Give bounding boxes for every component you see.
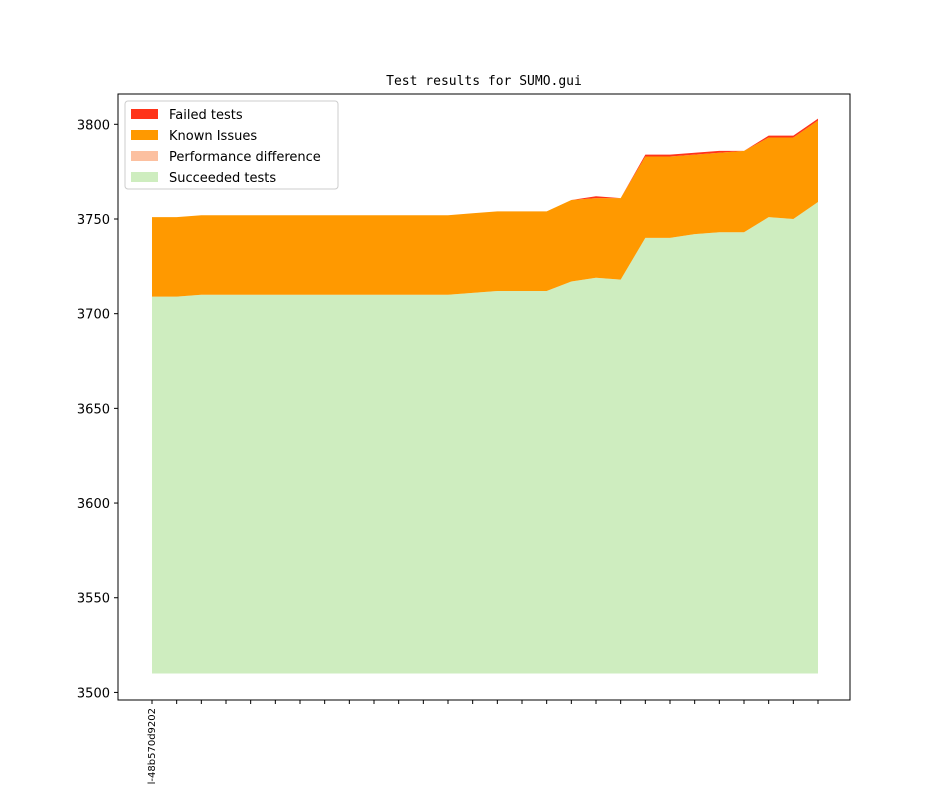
axes-frame	[117, 93, 851, 701]
y-tick-label: 3500	[77, 686, 110, 701]
y-tick-label: 3700	[77, 308, 110, 323]
area	[152, 201, 818, 674]
legend-swatch	[131, 109, 158, 119]
legend-label: Known Issues	[169, 129, 257, 144]
y-tick-label: 3650	[77, 402, 110, 417]
legend-swatch	[131, 172, 158, 182]
legend-label: Performance difference	[169, 150, 321, 165]
legend: Failed tests Known Issues Performance diff…	[124, 100, 339, 190]
y-tick-label: 3800	[77, 118, 110, 133]
legend-swatch	[131, 151, 158, 161]
legend-label: Failed tests	[169, 108, 243, 123]
legend-box	[124, 100, 339, 190]
legend-swatch	[131, 130, 158, 140]
y-tick-label: 3750	[77, 213, 110, 228]
y-tick-label: 3550	[77, 592, 110, 607]
chart-title: Test results for SUMO.gui	[386, 74, 582, 89]
x-tick-label: l-48b570d9202	[147, 708, 158, 784]
legend-label: Succeeded tests	[169, 171, 276, 186]
area	[152, 120, 818, 297]
y-tick-label: 3600	[77, 497, 110, 512]
plot-area	[152, 118, 818, 674]
